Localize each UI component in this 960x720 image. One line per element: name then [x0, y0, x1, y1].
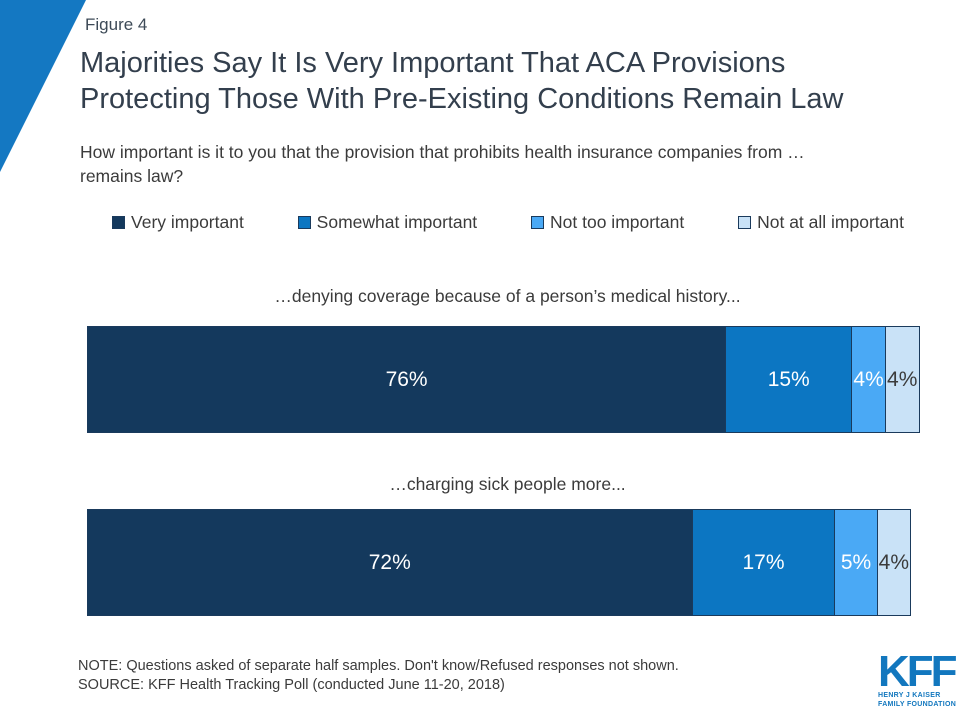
legend-item: Very important	[112, 212, 244, 233]
page-title-line1: Majorities Say It Is Very Important That…	[80, 47, 786, 79]
bar-segment-very-important: 72%	[87, 509, 693, 616]
page-title: Majorities Say It Is Very Important That…	[80, 45, 843, 117]
legend: Very important Somewhat important Not too …	[112, 212, 904, 233]
legend-item: Not too important	[531, 212, 684, 233]
stacked-bar: 72% 17% 5% 4%	[87, 509, 928, 616]
footnotes: NOTE: Questions asked of separate half s…	[78, 657, 679, 695]
bar-segment-not-too-important: 4%	[852, 326, 886, 433]
bar-segment-very-important: 76%	[87, 326, 727, 433]
bar-segment-not-too-important: 5%	[835, 509, 878, 616]
stacked-bar-chart: …denying coverage because of a person’s …	[87, 270, 928, 616]
corner-triangle-decoration	[0, 0, 86, 172]
legend-swatch	[112, 216, 125, 229]
bar-segment-value: 17%	[742, 550, 785, 574]
bar-segment-not-at-all-important: 4%	[877, 509, 912, 616]
bar-segment-somewhat-important: 15%	[726, 326, 853, 433]
legend-item: Somewhat important	[297, 212, 478, 233]
bar-segment-value: 15%	[767, 367, 810, 391]
kff-logo: KFF HENRY J KAISER FAMILY FOUNDATION	[878, 647, 958, 709]
bar-segment-value: 5%	[840, 550, 872, 574]
stacked-bar: 76% 15% 4% 4%	[87, 326, 928, 433]
legend-item: Not at all important	[738, 212, 904, 233]
bar-category-label: …denying coverage because of a person’s …	[274, 286, 741, 306]
note-text: NOTE: Questions asked of separate half s…	[78, 658, 679, 674]
figure-label: Figure 4	[85, 15, 148, 34]
bar-segment-not-at-all-important: 4%	[885, 326, 920, 433]
legend-label: Not at all important	[757, 212, 904, 232]
bar-segment-value: 76%	[385, 367, 428, 391]
legend-swatch	[738, 216, 752, 229]
bar-segment-value: 4%	[853, 367, 884, 391]
kff-logo-tagline-line2: FAMILY FOUNDATION	[878, 700, 957, 708]
bar-category-label: …charging sick people more...	[389, 474, 626, 494]
kff-logo-tagline-line1: HENRY J KAISER	[878, 692, 941, 699]
page-title-line2: Protecting Those With Pre-Existing Condi…	[80, 83, 844, 115]
legend-swatch	[297, 216, 311, 229]
bar-segment-value: 4%	[887, 367, 918, 391]
legend-label: Very important	[131, 212, 244, 232]
legend-label: Not too important	[550, 212, 685, 232]
bar-row: …charging sick people more... 72% 17% 5% 4%	[87, 473, 928, 616]
bar-segment-value: 4%	[878, 550, 910, 574]
source-text: SOURCE: KFF Health Tracking Poll (conduc…	[78, 677, 505, 693]
survey-question-line1: How important is it to you that the prov…	[80, 142, 805, 162]
survey-question: How important is it to you that the prov…	[80, 141, 805, 188]
bar-segment-somewhat-important: 17%	[692, 509, 836, 616]
bar-row: …denying coverage because of a person’s …	[87, 285, 928, 433]
legend-label: Somewhat important	[316, 212, 478, 232]
survey-question-line2: remains law?	[80, 165, 184, 186]
legend-swatch	[531, 216, 545, 229]
bar-segment-value: 72%	[368, 550, 411, 574]
kff-logo-wordmark: KFF	[878, 647, 958, 696]
